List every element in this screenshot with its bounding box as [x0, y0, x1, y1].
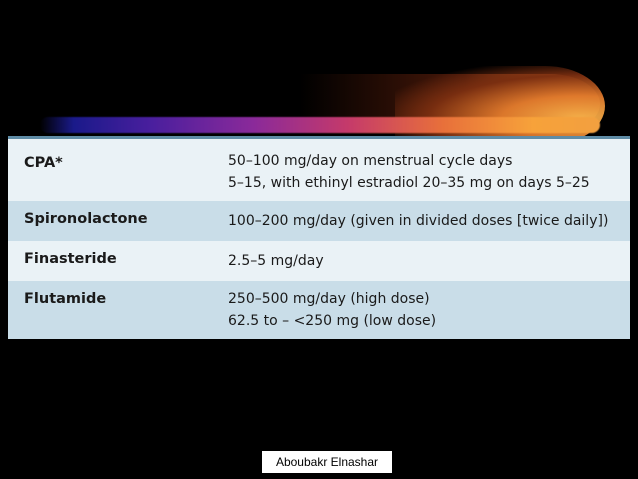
dose-line: 2.5–5 mg/day	[228, 253, 324, 269]
dose-cell: 2.5–5 mg/day	[228, 250, 324, 272]
dose-cell: 100–200 mg/day (given in divided doses […	[228, 210, 608, 232]
drug-name: CPA*	[24, 155, 63, 171]
dose-line: 5–15, with ethinyl estradiol 20–35 mg on…	[228, 175, 590, 191]
comet-head-decoration	[395, 66, 605, 146]
dose-cell: 250–500 mg/day (high dose) 62.5 to – <25…	[228, 288, 436, 332]
dose-line: 100–200 mg/day (given in divided doses […	[228, 213, 609, 229]
dose-cell: 50–100 mg/day on menstrual cycle days 5–…	[228, 150, 590, 194]
drug-name: Flutamide	[24, 291, 107, 307]
dose-line: 250–500 mg/day (high dose)	[228, 291, 430, 307]
table-row: Finasteride 2.5–5 mg/day	[8, 241, 630, 281]
dosage-table: CPA* 50–100 mg/day on menstrual cycle da…	[8, 136, 630, 339]
light-streak-decoration	[40, 117, 600, 133]
dose-line: 62.5 to – <250 mg (low dose)	[228, 313, 437, 329]
table-row: Flutamide 250–500 mg/day (high dose) 62.…	[8, 281, 630, 339]
drug-name: Spironolactone	[24, 211, 148, 227]
author-footer: Aboubakr Elnashar	[262, 451, 392, 473]
table-row: CPA* 50–100 mg/day on menstrual cycle da…	[8, 139, 630, 201]
drug-name: Finasteride	[24, 251, 117, 267]
dose-line: 50–100 mg/day on menstrual cycle days	[228, 153, 513, 169]
table-row: Spironolactone 100–200 mg/day (given in …	[8, 201, 630, 241]
